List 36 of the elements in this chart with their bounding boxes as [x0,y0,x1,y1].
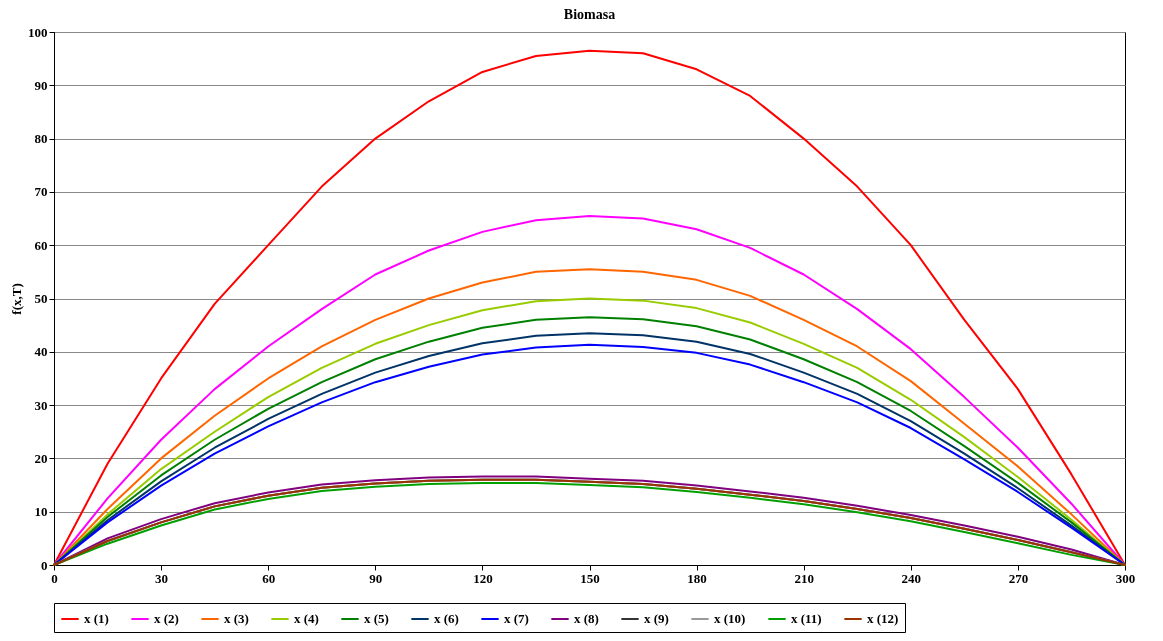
y-tick-label: 0 [41,557,48,573]
y-axis-title: f(x,T) [9,283,24,315]
x-tick-label: 0 [51,570,58,586]
x-tick-label: 60 [262,570,276,586]
x-tick-label: 210 [794,570,814,586]
legend-label: x (1) [84,611,109,626]
legend-label: x (10) [714,611,746,626]
legend-label: x (3) [224,611,249,626]
x-tick-label: 30 [155,570,169,586]
legend-label: x (7) [504,611,529,626]
y-tick-label: 30 [34,397,48,413]
legend-label: x (2) [154,611,179,626]
x-tick-label: 90 [369,570,383,586]
x-tick-label: 150 [580,570,600,586]
x-tick-label: 120 [473,570,493,586]
y-tick-label: 20 [34,450,48,466]
y-tick-label: 10 [34,504,48,520]
x-tick-label: 180 [687,570,707,586]
y-tick-label: 70 [34,184,48,200]
y-tick-label: 40 [34,344,48,360]
x-tick-label: 300 [1115,570,1136,586]
legend-label: x (9) [644,611,669,626]
chart-title: Biomasa [563,7,616,22]
x-tick-label: 240 [901,570,922,586]
y-tick-label: 100 [28,24,48,40]
y-tick-label: 50 [34,291,48,306]
y-tick-label: 60 [34,237,48,253]
legend-label: x (6) [434,611,459,626]
y-tick-label: 80 [34,131,48,147]
x-tick-label: 270 [1008,570,1029,586]
legend-label: x (12) [867,611,899,626]
legend-label: x (8) [574,611,599,626]
legend-label: x (4) [294,611,319,626]
legend-label: x (5) [364,611,389,626]
y-tick-label: 90 [34,77,48,93]
legend-label: x (11) [791,611,822,626]
